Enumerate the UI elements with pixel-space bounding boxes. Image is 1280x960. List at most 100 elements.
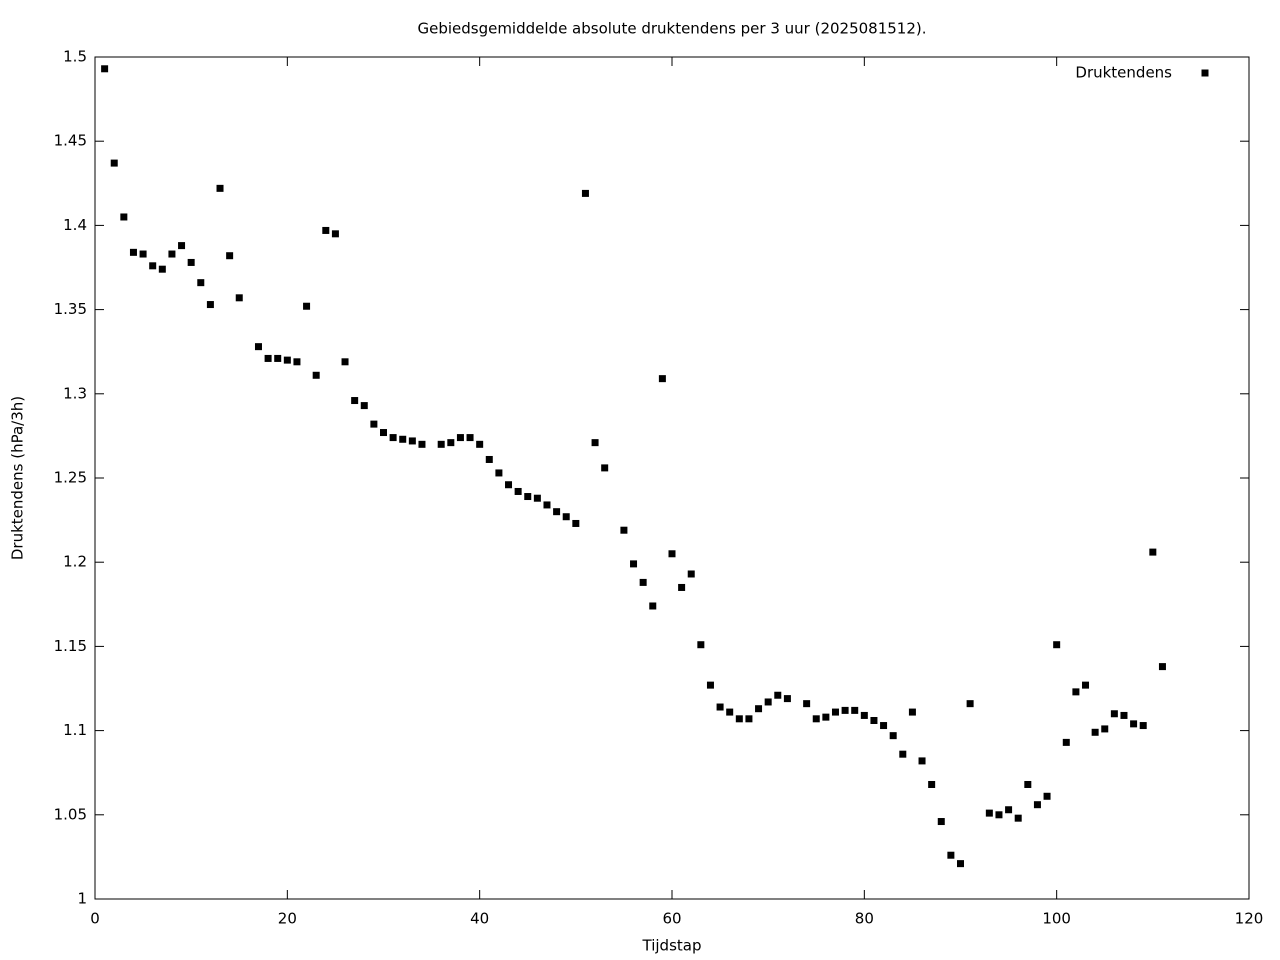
point <box>178 242 186 250</box>
point <box>274 354 282 362</box>
y-tick-label: 1.05 <box>54 805 87 823</box>
point <box>524 493 532 501</box>
point <box>437 440 445 448</box>
point <box>399 435 407 443</box>
point <box>966 700 974 708</box>
point <box>380 429 387 437</box>
point <box>408 437 416 445</box>
point <box>841 706 849 714</box>
chart-title: Gebiedsgemiddelde absolute druktendens p… <box>417 20 926 38</box>
point <box>533 494 541 502</box>
point <box>697 641 705 649</box>
point <box>812 715 820 723</box>
point <box>485 455 493 463</box>
point <box>1101 725 1109 733</box>
y-tick-label: 1.1 <box>63 721 87 739</box>
point <box>341 358 349 366</box>
x-axis-label: Tijdstap <box>642 937 702 955</box>
point <box>389 434 397 442</box>
y-tick-label: 1.35 <box>54 300 87 318</box>
y-tick-label: 1.25 <box>54 469 87 487</box>
point <box>553 508 561 516</box>
point <box>1158 663 1166 671</box>
point <box>1130 720 1138 728</box>
point <box>303 302 311 310</box>
point <box>264 354 272 362</box>
point <box>937 818 945 826</box>
point <box>168 250 176 258</box>
point <box>1082 681 1090 689</box>
point <box>495 469 503 477</box>
point <box>235 294 243 302</box>
x-tick-label: 120 <box>1235 910 1264 928</box>
point <box>1053 641 1061 649</box>
point <box>947 851 955 859</box>
point <box>630 560 638 568</box>
point <box>293 358 301 366</box>
point <box>1062 738 1070 746</box>
point <box>456 434 464 442</box>
point <box>149 262 157 270</box>
point <box>755 705 763 713</box>
point <box>197 279 205 287</box>
point <box>254 343 262 351</box>
point <box>601 464 609 472</box>
point <box>658 375 666 383</box>
point <box>899 750 907 758</box>
point <box>1091 728 1099 736</box>
point <box>312 371 320 379</box>
point <box>726 708 734 716</box>
x-tick-label: 40 <box>470 910 489 928</box>
point <box>322 226 330 234</box>
point <box>822 713 830 721</box>
x-tick-label: 0 <box>90 910 100 928</box>
point <box>187 258 195 266</box>
point <box>908 708 916 716</box>
point <box>139 250 147 258</box>
point <box>764 698 772 706</box>
x-tick-label: 60 <box>662 910 681 928</box>
point <box>1043 792 1051 800</box>
y-tick-label: 1.2 <box>63 553 87 571</box>
legend-marker <box>1201 69 1209 77</box>
point <box>716 703 724 711</box>
point <box>283 356 291 364</box>
point <box>889 732 897 740</box>
point <box>774 691 782 699</box>
point <box>447 439 455 447</box>
point <box>860 711 868 719</box>
point <box>668 550 676 558</box>
point <box>466 434 474 442</box>
point <box>1014 814 1022 822</box>
point <box>1005 806 1013 814</box>
point <box>591 439 599 447</box>
y-tick-label: 1.45 <box>54 132 87 150</box>
point <box>1139 722 1147 730</box>
point <box>581 189 589 197</box>
point <box>226 252 234 260</box>
x-tick-label: 80 <box>855 910 874 928</box>
point <box>120 213 128 221</box>
x-tick-label: 100 <box>1042 910 1071 928</box>
point <box>918 757 926 765</box>
point <box>1120 711 1128 719</box>
y-tick-label: 1.4 <box>63 216 87 234</box>
point <box>476 440 484 448</box>
point <box>803 700 811 708</box>
point <box>639 578 647 586</box>
point <box>1149 548 1157 556</box>
point <box>351 397 359 405</box>
point <box>360 402 368 410</box>
point <box>1033 801 1041 809</box>
point <box>129 248 137 256</box>
y-axis-label: Druktendens (hPa/3h) <box>9 396 27 560</box>
point <box>370 420 378 428</box>
point <box>687 570 695 578</box>
point <box>418 440 426 448</box>
legend-label: Druktendens <box>1075 64 1172 82</box>
y-tick-label: 1.5 <box>63 48 87 66</box>
point <box>870 716 878 724</box>
point <box>158 265 166 273</box>
